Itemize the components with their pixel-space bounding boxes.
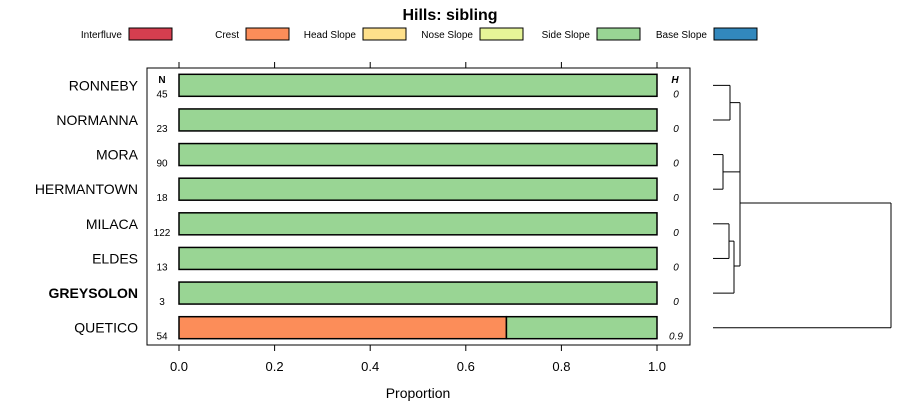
category-label: ELDES bbox=[92, 250, 138, 266]
chart-title: Hills: sibling bbox=[402, 7, 497, 24]
plot-frame bbox=[146, 67, 691, 346]
n-value: 122 bbox=[154, 228, 171, 239]
legend-swatch bbox=[362, 27, 407, 41]
legend-swatch bbox=[713, 27, 758, 41]
legend-label: Side Slope bbox=[542, 30, 591, 41]
bar-segment-side-slope bbox=[505, 315, 658, 340]
bar-segment-side-slope bbox=[178, 108, 658, 132]
x-tick-label: 1.0 bbox=[648, 359, 666, 374]
legend-label: Interfluve bbox=[81, 30, 123, 41]
legend-label: Base Slope bbox=[656, 30, 708, 41]
legend-swatch bbox=[479, 27, 524, 41]
category-label: NORMANNA bbox=[56, 112, 138, 128]
bar-segment-side-slope bbox=[178, 212, 658, 236]
x-tick-label: 0.4 bbox=[361, 359, 379, 374]
x-tick-label: 0.2 bbox=[266, 359, 284, 374]
h-column-header: H bbox=[671, 75, 679, 86]
legend-label: Nose Slope bbox=[421, 30, 473, 41]
plot-panel: 0.0 0.2 0.4 0.6 0.8 1.0 N H RONNEBY 45 0 NORMANNA 23… bbox=[35, 62, 691, 374]
x-tick-label: 0.8 bbox=[552, 359, 570, 374]
bar-segment-crest bbox=[178, 315, 508, 340]
bar-segment-side-slope bbox=[178, 281, 658, 305]
category-label: MORA bbox=[96, 147, 139, 163]
x-axis-label: Proportion bbox=[386, 385, 451, 401]
h-value: 0 bbox=[673, 193, 679, 204]
bar-segment-side-slope bbox=[178, 246, 658, 271]
h-value: 0 bbox=[673, 124, 679, 135]
legend-swatch bbox=[128, 27, 173, 41]
n-value: 54 bbox=[156, 332, 168, 343]
h-value: 0 bbox=[673, 297, 679, 308]
n-value: 13 bbox=[156, 262, 168, 273]
x-tick-label: 0.6 bbox=[457, 359, 475, 374]
h-value: 0 bbox=[673, 262, 679, 273]
dendrogram bbox=[713, 84, 892, 329]
h-value: 0.9 bbox=[669, 332, 683, 343]
h-value: 0 bbox=[673, 89, 679, 100]
category-label: HERMANTOWN bbox=[35, 181, 138, 197]
h-value: 0 bbox=[673, 159, 679, 170]
x-tick-label: 0.0 bbox=[170, 359, 188, 374]
legend-swatch bbox=[245, 27, 290, 41]
n-column-header: N bbox=[158, 75, 165, 86]
n-value: 3 bbox=[159, 297, 165, 308]
category-label: MILACA bbox=[86, 216, 139, 232]
n-value: 23 bbox=[156, 124, 168, 135]
n-value: 18 bbox=[156, 193, 168, 204]
bar-segment-side-slope bbox=[178, 142, 658, 167]
bar-segment-side-slope bbox=[178, 73, 658, 98]
bar-segment-side-slope bbox=[178, 177, 658, 201]
legend-label: Head Slope bbox=[304, 30, 357, 41]
category-label: GREYSOLON bbox=[49, 285, 138, 301]
n-value: 45 bbox=[156, 89, 168, 100]
n-value: 90 bbox=[156, 159, 168, 170]
h-value: 0 bbox=[673, 228, 679, 239]
legend-swatch bbox=[596, 27, 641, 41]
legend-label: Crest bbox=[215, 30, 239, 41]
legend: Interfluve Crest Head Slope Nose Slope Side … bbox=[81, 27, 758, 41]
category-label: QUETICO bbox=[74, 320, 138, 336]
category-label: RONNEBY bbox=[69, 77, 139, 93]
